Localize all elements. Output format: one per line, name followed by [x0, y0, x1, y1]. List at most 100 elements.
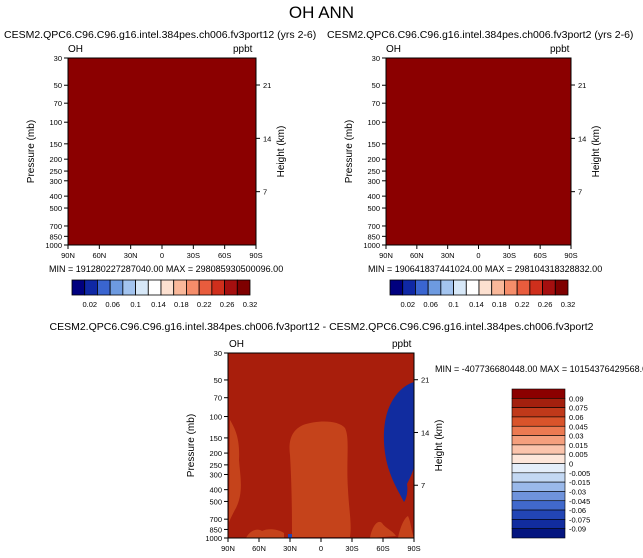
panel-2-y-tick-label: 1000	[363, 241, 380, 250]
panel-2-x-tick-label: 90N	[379, 251, 393, 260]
colorbar-3-swatch	[511, 481, 566, 492]
colorbar-3-swatch	[511, 472, 566, 483]
colorbar-2-label: 0.18	[492, 300, 507, 309]
panel-2-x-tick-label: 60S	[533, 251, 546, 260]
panel-1-variable-label: OH	[68, 44, 83, 55]
colorbar-2-swatch	[389, 279, 404, 296]
panel-1-stats: MIN = 191280227287040.00 MAX = 298085930…	[49, 264, 284, 274]
colorbar-2-label: 0.22	[515, 300, 530, 309]
panel-1-x-tick-label: 30N	[124, 251, 138, 260]
panel-2-y-tick-label: 150	[367, 140, 380, 149]
diff-orange-bottom-edge	[398, 516, 414, 538]
diff-orange-left	[229, 420, 241, 522]
colorbar-2-swatch	[529, 279, 543, 296]
colorbar-1-label: 0.1	[130, 300, 140, 309]
colorbar-1-swatch	[147, 279, 162, 296]
panel-3-y-tick-label: 400	[209, 486, 222, 495]
panel-3-y-tick-label: 50	[214, 376, 222, 385]
colorbar-3-swatch	[511, 425, 566, 436]
colorbar-2-swatch	[478, 279, 493, 296]
panel-1-field	[68, 58, 256, 245]
colorbar-2-swatch	[554, 279, 569, 296]
colorbar-1-swatch	[198, 279, 213, 296]
colorbar-1-label: 0.22	[197, 300, 212, 309]
panel-2-y-axis-title: Pressure (mb)	[344, 120, 355, 183]
colorbar-3-label: -0.005	[569, 469, 590, 478]
colorbar-1-swatch	[160, 279, 175, 296]
panel-3-y-tick-label: 200	[209, 449, 222, 458]
panel-2-y-tick-label: 250	[367, 167, 380, 176]
diff-blue-speck	[288, 534, 292, 538]
diff-orange-tropics	[289, 421, 351, 537]
panel-1-x-tick-label: 90S	[249, 251, 262, 260]
panel-3-y-tick-label: 850	[209, 525, 222, 534]
colorbar-3-label: -0.09	[569, 525, 586, 534]
panel-1-y-tick-label: 50	[54, 81, 62, 90]
panel-2-stats: MIN = 190641837441024.00 MAX = 298104318…	[368, 264, 603, 274]
panel-1-height-tick-label: 21	[263, 81, 271, 90]
panel-2-y-tick-label: 400	[367, 192, 380, 201]
panel-1-y-tick-label: 150	[49, 140, 62, 149]
colorbar-3-swatch	[511, 500, 566, 511]
panel-2-y-tick-label: 70	[372, 99, 380, 108]
colorbar-1-swatch	[173, 279, 187, 296]
panel-2-y-tick-label: 30	[372, 54, 380, 63]
panel-2-height-axis-title: Height (km)	[591, 126, 602, 178]
diff-orange-bottom-right	[370, 521, 396, 538]
colorbar-1-label: 0.06	[105, 300, 120, 309]
colorbar-1-swatch	[122, 279, 136, 296]
colorbar-1-label: 0.26	[220, 300, 235, 309]
panel-2-y-tick-label: 700	[367, 222, 380, 231]
diff-blue-polar	[383, 382, 414, 502]
panel-1-y-tick-label: 200	[49, 155, 62, 164]
panel-3-y-axis-title: Pressure (mb)	[186, 414, 197, 477]
panel-3-x-tick-label: 90S	[407, 544, 420, 553]
colorbar-2-label: 0.1	[448, 300, 458, 309]
panel-2-y-tick-label: 850	[367, 232, 380, 241]
panel-3-units-label: ppbt	[392, 339, 412, 350]
colorbar-1-swatch	[236, 279, 251, 296]
panel-3-y-tick-label: 700	[209, 515, 222, 524]
panel-1-x-tick-label: 60N	[92, 251, 106, 260]
panel-2-y-tick-label: 200	[367, 155, 380, 164]
diff-orange-bottom	[246, 529, 284, 538]
colorbar-2-swatch	[465, 279, 480, 296]
panel-3-title: CESM2.QPC6.C96.C96.g16.intel.384pes.ch00…	[49, 321, 594, 333]
panel-1-x-tick-label: 0	[160, 251, 164, 260]
panel-3-stats: MIN = -4077366804​48.00 MAX = 1015437642…	[435, 364, 643, 374]
colorbar-3-swatch	[511, 509, 566, 520]
colorbar-3-label: 0.075	[569, 404, 588, 413]
colorbar-1-label: 0.18	[174, 300, 189, 309]
colorbar-3-swatch	[511, 528, 566, 539]
colorbar-3-swatch	[511, 435, 566, 446]
panel-2-title: CESM2.QPC6.C96.C96.g16.intel.384pes.ch00…	[327, 29, 634, 41]
panel-3-x-tick-label: 90N	[221, 544, 235, 553]
panel-3-height-tick-label: 21	[421, 376, 429, 385]
colorbar-3-label: 0.03	[569, 432, 584, 441]
colorbar-2-label: 0.06	[423, 300, 438, 309]
colorbar-1-swatch	[224, 279, 238, 296]
panel-1-y-tick-label: 30	[54, 54, 62, 63]
panel-3-y-tick-label: 30	[214, 349, 222, 358]
colorbar-3-swatch	[511, 407, 566, 418]
panel-1-height-axis-title: Height (km)	[276, 126, 287, 178]
panel-3-y-tick-label: 250	[209, 461, 222, 470]
colorbar-1-label: 0.32	[243, 300, 258, 309]
panel-3-y-tick-label: 300	[209, 470, 222, 479]
panel-2-field	[386, 58, 571, 245]
panel-1-y-tick-label: 300	[49, 177, 62, 186]
panel-2-units-label: ppbt	[550, 44, 570, 55]
colorbar-2-label: 0.26	[538, 300, 553, 309]
panel-2-y-tick-label: 300	[367, 177, 380, 186]
panel-1-height-tick-label: 14	[263, 134, 271, 143]
panel-2-height-tick-label: 14	[578, 134, 586, 143]
colorbar-2-swatch	[402, 279, 416, 296]
panel-2-x-tick-label: 30N	[441, 251, 455, 260]
colorbar-3-swatch	[511, 444, 566, 455]
colorbar-1-swatch	[97, 279, 111, 296]
colorbar-2-swatch	[427, 279, 442, 296]
colorbar-2-swatch	[440, 279, 454, 296]
panel-3-y-tick-label: 500	[209, 497, 222, 506]
colorbar-3-label: -0.06	[569, 506, 586, 515]
